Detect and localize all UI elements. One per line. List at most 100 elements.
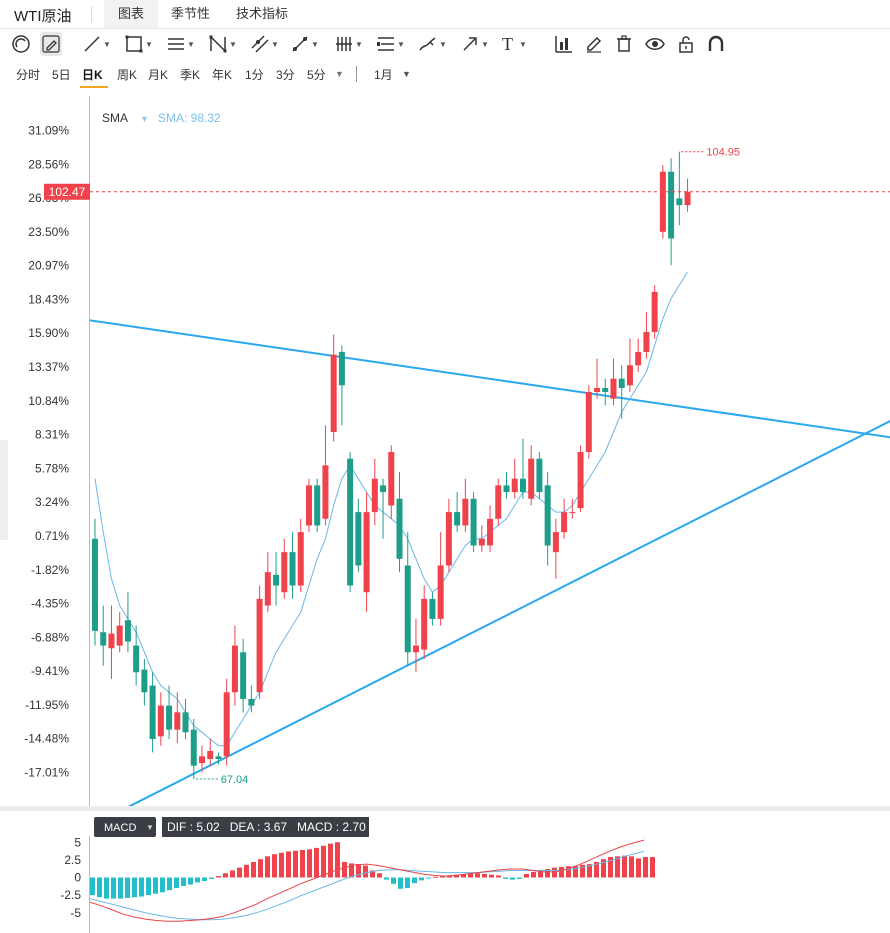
macd-axis: 5 2.5 0 -2.5 -5	[60, 835, 81, 920]
macd-bar	[328, 843, 333, 878]
panel-divider[interactable]	[0, 806, 890, 811]
magnet-tool[interactable]	[10, 32, 32, 56]
candle-body	[182, 712, 189, 733]
macd-bar	[601, 859, 606, 878]
horizontal-lines-tool[interactable]: ▼	[166, 32, 195, 56]
macd-bar	[195, 877, 200, 883]
macd-bar	[230, 870, 235, 878]
trendlines[interactable]	[87, 319, 890, 808]
candle-body	[314, 485, 321, 526]
candle-body	[528, 458, 535, 499]
macd-bar	[524, 873, 529, 878]
brush-tool[interactable]: ▼	[418, 32, 447, 56]
period-quarterly[interactable]: 季K	[180, 68, 201, 82]
tab-technical-indicators[interactable]: 技术指标	[236, 6, 289, 21]
macd-bar	[97, 877, 102, 898]
macd-bar	[643, 857, 648, 878]
period-5min[interactable]: 5分	[307, 68, 326, 82]
tab-chart[interactable]: 图表	[104, 0, 159, 28]
sma-indicator-name[interactable]: SMA	[102, 111, 128, 125]
period-5day[interactable]: 5日	[52, 68, 71, 82]
y-tick-label: 18.43%	[28, 292, 69, 306]
candle-body	[552, 532, 559, 553]
period-3min[interactable]: 3分	[276, 68, 295, 82]
fibonacci-icon	[292, 36, 308, 52]
fibonacci-tool[interactable]: ▼	[290, 32, 319, 56]
macd-readout-box	[162, 817, 369, 837]
candle-body	[223, 692, 230, 757]
candle-body	[174, 712, 181, 730]
trendline	[90, 319, 890, 439]
macd-bar	[139, 877, 144, 897]
candle-body	[569, 512, 576, 514]
candle-body	[561, 512, 568, 533]
sma-chevron-down-icon[interactable]: ▼	[140, 114, 149, 124]
candle-body	[454, 512, 461, 526]
macd-bar	[293, 850, 298, 878]
price-chart[interactable]: 31.09%28.56%26.03%23.50%20.97%18.43%15.9…	[0, 96, 890, 933]
candle-body	[659, 171, 666, 232]
macd-bar	[419, 877, 424, 881]
candle-body	[684, 191, 691, 206]
macd-bar	[538, 870, 543, 878]
chevron-down-icon: ▼	[187, 39, 195, 49]
bar-chart-tool[interactable]	[554, 32, 574, 56]
macd-bar	[258, 859, 263, 878]
macd-chevron-down-icon: ▼	[146, 823, 154, 832]
period-bar: 分时 5日 日K 周K 月K 季K 年K 1分 3分 5分 ▼ 1月 ▼	[0, 60, 890, 90]
macd-bar	[454, 874, 459, 878]
macd-bar	[580, 864, 585, 878]
trend-line-tool[interactable]: ▼	[82, 32, 111, 56]
macd-bar	[216, 876, 221, 878]
macd-selector[interactable]	[94, 817, 156, 837]
trash-tool[interactable]	[614, 32, 634, 56]
gann-tool[interactable]: ▼	[334, 32, 363, 56]
active-period-underline	[80, 86, 108, 88]
pen-tool[interactable]	[584, 32, 604, 56]
range-chevron-down-icon[interactable]: ▼	[402, 69, 411, 79]
candle-body	[157, 705, 164, 737]
candle-body	[166, 705, 173, 730]
macd-bar	[391, 877, 396, 884]
macd-bar	[412, 877, 417, 884]
measure-tool[interactable]: ▼	[376, 32, 405, 56]
text-tool[interactable]: T ▼	[502, 32, 527, 56]
macd-bar	[433, 876, 438, 878]
high-label: 104.95	[706, 147, 740, 159]
pattern-tool[interactable]: ▼	[208, 32, 237, 56]
y-tick-label: -6.88%	[31, 630, 69, 644]
period-weekly[interactable]: 周K	[117, 68, 138, 82]
candle-body	[149, 685, 156, 739]
y-tick-label: -4.35%	[31, 597, 69, 611]
macd-tick-label: 2.5	[64, 853, 81, 867]
period-1min[interactable]: 1分	[245, 68, 264, 82]
macd-bar	[265, 856, 270, 878]
tab-seasonality[interactable]: 季节性	[171, 6, 211, 21]
period-daily[interactable]: 日K	[82, 68, 103, 82]
candle-body	[470, 498, 477, 546]
lock-tool[interactable]	[676, 32, 696, 56]
macd-bar	[566, 866, 571, 878]
macd-bar	[573, 866, 578, 878]
horizontal-lines-icon	[168, 38, 184, 50]
macd-bar	[440, 876, 445, 878]
chevron-down-icon: ▼	[355, 39, 363, 49]
period-more-chevron-icon[interactable]: ▼	[335, 69, 344, 79]
pencil-edit-tool[interactable]	[40, 32, 62, 56]
period-intraday[interactable]: 分时	[16, 68, 41, 82]
visibility-tool[interactable]	[644, 32, 666, 56]
period-yearly[interactable]: 年K	[212, 68, 233, 82]
candle-body	[519, 478, 526, 493]
chevron-down-icon: ▼	[145, 39, 153, 49]
title-divider	[91, 6, 92, 22]
parallel-channel-tool[interactable]: ▼	[250, 32, 279, 56]
macd-tick-label: -2.5	[60, 888, 81, 902]
candle-body	[577, 452, 584, 509]
snap-tool[interactable]	[706, 32, 726, 56]
range-selector[interactable]: 1月	[374, 68, 393, 82]
period-monthly[interactable]: 月K	[148, 68, 169, 82]
arrow-tool[interactable]: ▼	[460, 32, 489, 56]
rectangle-tool[interactable]: ▼	[124, 32, 153, 56]
macd-bar	[636, 858, 641, 878]
sidebar-collapse-handle[interactable]	[0, 440, 8, 540]
